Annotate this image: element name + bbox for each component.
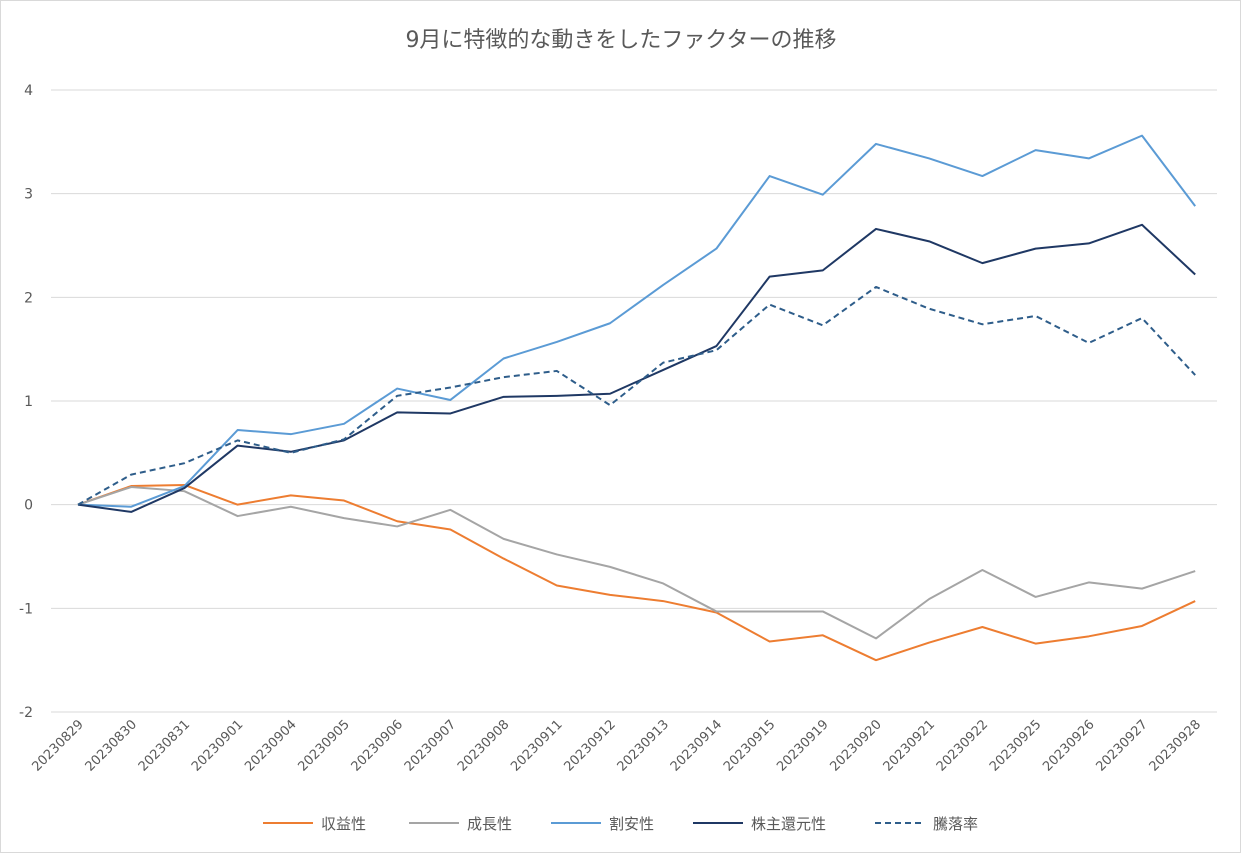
y-tick-label: 2	[24, 290, 33, 306]
series-line-3	[77, 223, 1196, 513]
series-line-4	[77, 285, 1196, 506]
x-axis-ticks: 2023082920230830202308312023090120230904…	[29, 717, 1204, 774]
x-tick-label: 20230901	[189, 717, 246, 774]
y-tick-label: 3	[24, 187, 33, 203]
x-tick-label: 20230928	[1147, 717, 1204, 774]
x-tick-label: 20230922	[934, 717, 991, 774]
x-tick-label: 20230921	[881, 717, 938, 774]
x-tick-label: 20230926	[1040, 717, 1097, 774]
series-line-2	[77, 134, 1196, 508]
x-tick-label: 20230914	[668, 717, 725, 774]
y-tick-label: 0	[24, 498, 33, 514]
x-tick-label: 20230830	[83, 717, 140, 774]
x-tick-label: 20230829	[29, 717, 86, 774]
legend-label: 騰落率	[933, 815, 978, 833]
series-line-0	[77, 483, 1196, 662]
gridlines	[51, 89, 1217, 713]
x-tick-label: 20230911	[508, 717, 565, 774]
x-tick-label: 20230905	[295, 717, 352, 774]
x-tick-label: 20230908	[455, 717, 512, 774]
x-tick-label: 20230925	[987, 717, 1044, 774]
legend: 収益性 成長性 割安性 株主還元性 騰落率	[263, 815, 978, 833]
x-tick-label: 20230907	[402, 717, 459, 774]
legend-label: 割安性	[609, 815, 654, 833]
y-axis-ticks: -2 -1 0 1 2 3 4	[19, 83, 33, 721]
x-tick-label: 20230927	[1093, 717, 1150, 774]
legend-label: 株主還元性	[751, 815, 826, 833]
x-tick-label: 20230912	[561, 717, 618, 774]
x-tick-label: 20230919	[774, 717, 831, 774]
x-tick-label: 20230904	[242, 717, 299, 774]
y-tick-label: -1	[19, 601, 33, 617]
y-tick-label: 1	[24, 394, 33, 410]
x-tick-label: 20230831	[136, 717, 193, 774]
y-tick-label: 4	[24, 83, 33, 99]
x-tick-label: 20230913	[615, 717, 672, 774]
x-tick-label: 20230920	[827, 717, 884, 774]
legend-label: 成長性	[467, 815, 512, 833]
x-tick-label: 20230906	[349, 717, 406, 774]
legend-label: 収益性	[321, 815, 366, 833]
x-tick-label: 20230915	[721, 717, 778, 774]
chart-title: 9月に特徴的な動きをしたファクターの推移	[405, 28, 836, 53]
series-lines	[77, 134, 1196, 662]
series-line-1	[77, 486, 1196, 640]
y-tick-label: -2	[19, 705, 33, 721]
